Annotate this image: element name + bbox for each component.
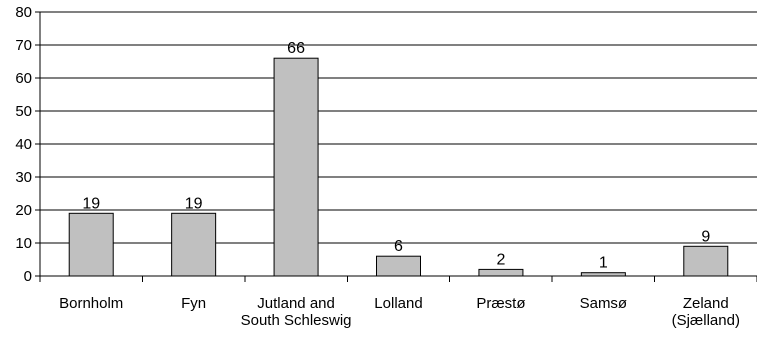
data-label: 19 <box>82 195 100 212</box>
y-tick-label: 30 <box>15 169 32 186</box>
x-tick-label: Fyn <box>181 295 206 312</box>
bar <box>68 212 114 277</box>
y-tick-label: 70 <box>15 37 32 54</box>
y-tick-label: 80 <box>15 4 32 21</box>
y-tick-label: 40 <box>15 136 32 153</box>
data-label: 6 <box>394 238 403 255</box>
x-tick-label: (Sjælland) <box>672 312 740 329</box>
data-label: 66 <box>287 40 305 57</box>
data-label: 2 <box>496 251 505 268</box>
data-label: 1 <box>599 255 608 272</box>
y-tick-label: 0 <box>24 268 32 285</box>
bar <box>171 212 217 277</box>
x-tick-label: Jutland and <box>257 295 335 312</box>
x-tick-label: Bornholm <box>59 295 123 312</box>
y-tick-label: 20 <box>15 202 32 219</box>
bar <box>376 255 421 277</box>
x-tick-label: Lolland <box>374 295 422 312</box>
data-label: 19 <box>185 195 203 212</box>
y-tick-label: 10 <box>15 235 32 252</box>
data-label: 9 <box>701 228 710 245</box>
x-tick-label: Præstø <box>476 295 525 312</box>
x-tick-label: Zeland <box>683 295 729 312</box>
x-tick-label: Samsø <box>580 295 628 312</box>
bar <box>273 57 319 277</box>
x-tick-label: South Schleswig <box>241 312 352 329</box>
bar <box>683 245 729 277</box>
y-tick-label: 50 <box>15 103 32 120</box>
bar <box>478 268 524 277</box>
y-tick-label: 60 <box>15 70 32 87</box>
